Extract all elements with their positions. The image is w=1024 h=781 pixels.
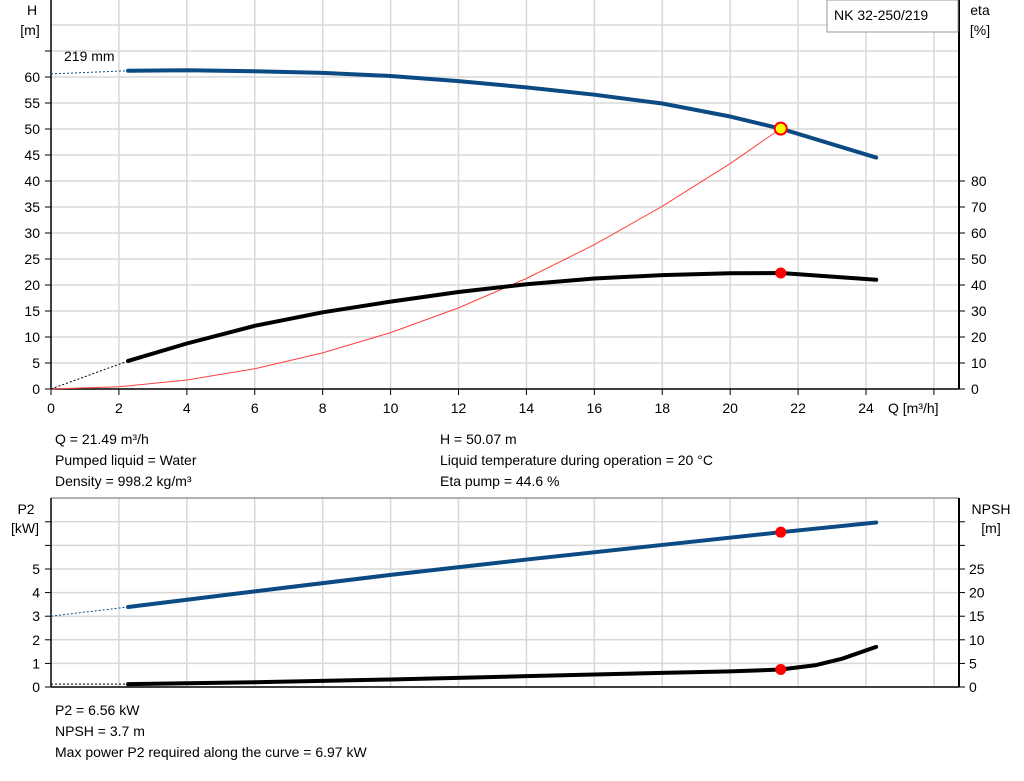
x-tick-label: 14	[519, 400, 535, 416]
info-block-right: H = 50.07 m Liquid temperature during op…	[440, 429, 713, 492]
y-axis-label-p2: P2	[17, 501, 34, 517]
duty-point-npsh	[775, 664, 787, 676]
y-tick-label: 40	[24, 173, 40, 189]
x-tick-label: 8	[319, 400, 327, 416]
x-tick-label: 24	[858, 400, 874, 416]
x-tick-label: 12	[451, 400, 467, 416]
y-axis-label-npsh: NPSH	[972, 501, 1011, 517]
eta-tick-label: 20	[971, 329, 987, 345]
x-tick-label: 18	[654, 400, 670, 416]
power-extrapolation	[50, 606, 129, 617]
info-npsh: NPSH = 3.7 m	[55, 723, 145, 739]
npsh-tick-label: 0	[969, 679, 977, 695]
npsh-tick-label: 15	[969, 608, 985, 624]
x-tick-label: 16	[587, 400, 603, 416]
info-block-bottom: P2 = 6.56 kW NPSH = 3.7 m Max power P2 r…	[55, 700, 367, 763]
info-h: H = 50.07 m	[440, 431, 517, 447]
head-extrapolation	[50, 70, 129, 75]
y-axis-unit-npsh: [m]	[981, 520, 1000, 536]
system-curve	[50, 128, 782, 390]
eta-tick-label: 70	[971, 199, 987, 215]
y-tick-label: 15	[24, 303, 40, 319]
info-density: Density = 998.2 kg/m³	[55, 473, 192, 489]
eta-tick-label: 30	[971, 303, 987, 319]
y-axis-unit-p2: [kW]	[11, 520, 39, 536]
npsh-tick-label: 5	[969, 655, 977, 671]
y-tick-label: 60	[24, 69, 40, 85]
info-liquid: Pumped liquid = Water	[55, 452, 197, 468]
npsh-tick-label: 10	[969, 632, 985, 648]
p2-tick-label: 0	[32, 679, 40, 695]
y-tick-label: 25	[24, 251, 40, 267]
y-axis-unit-eta: [%]	[970, 22, 990, 38]
y-axis-label-eta: eta	[970, 2, 990, 18]
eta-tick-label: 60	[971, 225, 987, 241]
p2-tick-label: 2	[32, 632, 40, 648]
info-max-power: Max power P2 required along the curve = …	[55, 744, 367, 760]
impeller-diameter-label: 219 mm	[64, 48, 115, 64]
p2-tick-label: 3	[32, 608, 40, 624]
x-tick-label: 4	[183, 400, 191, 416]
x-tick-label: 10	[383, 400, 399, 416]
eta-tick-label: 10	[971, 355, 987, 371]
y-tick-label: 10	[24, 329, 40, 345]
eta-tick-label: 0	[971, 381, 979, 397]
x-tick-label: 20	[722, 400, 738, 416]
p2-tick-label: 1	[32, 655, 40, 671]
eta-tick-label: 50	[971, 251, 987, 267]
npsh-curve	[126, 644, 879, 687]
pump-model-label: NK 32-250/219	[834, 7, 928, 23]
y-tick-label: 55	[24, 95, 40, 111]
x-axis-label: Q [m³/h]	[888, 400, 939, 416]
y-tick-label: 0	[32, 381, 40, 397]
y-axis-unit-h: [m]	[20, 22, 39, 38]
info-eta: Eta pump = 44.6 %	[440, 473, 560, 489]
p2-tick-label: 5	[32, 561, 40, 577]
y-tick-label: 35	[24, 199, 40, 215]
head-curve	[126, 68, 879, 160]
y-tick-label: 5	[32, 355, 40, 371]
y-tick-label: 30	[24, 225, 40, 241]
y-tick-label: 45	[24, 147, 40, 163]
legend-box	[826, 0, 959, 33]
info-temp: Liquid temperature during operation = 20…	[440, 452, 713, 468]
duty-point-efficiency	[775, 267, 787, 279]
y-axis-label-h: H	[27, 2, 37, 18]
x-tick-label: 22	[790, 400, 806, 416]
info-p2: P2 = 6.56 kW	[55, 702, 140, 718]
efficiency-curve	[126, 271, 879, 363]
eta-tick-label: 40	[971, 277, 987, 293]
x-tick-label: 2	[115, 400, 123, 416]
x-tick-label: 0	[47, 400, 55, 416]
eta-tick-label: 80	[971, 173, 987, 189]
npsh-tick-label: 20	[969, 585, 985, 601]
x-tick-label: 6	[251, 400, 259, 416]
npsh-tick-label: 25	[969, 561, 985, 577]
duty-point-head	[773, 121, 788, 136]
duty-point-power	[775, 526, 787, 538]
y-tick-label: 20	[24, 277, 40, 293]
info-q: Q = 21.49 m³/h	[55, 431, 149, 447]
efficiency-extrapolation	[50, 360, 129, 390]
p2-tick-label: 4	[32, 585, 40, 601]
power-curve	[126, 520, 879, 609]
y-tick-label: 50	[24, 121, 40, 137]
info-block-left: Q = 21.49 m³/h Pumped liquid = Water Den…	[55, 429, 197, 492]
